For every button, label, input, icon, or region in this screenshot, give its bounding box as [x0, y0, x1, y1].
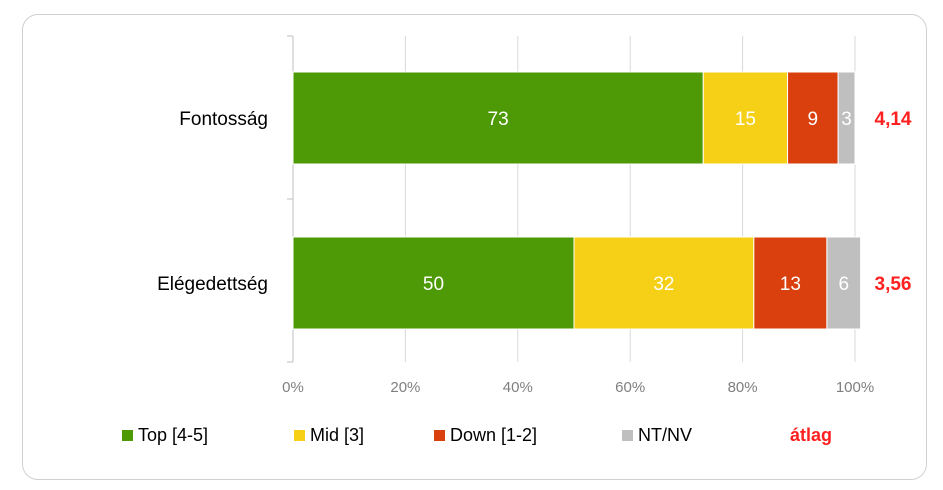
bar-segment: [753, 236, 828, 330]
category-label: Fontosság: [179, 109, 268, 130]
x-tick-label: 40%: [503, 379, 533, 396]
x-tick-label: 60%: [615, 379, 645, 396]
legend-label: Mid [3]: [310, 425, 364, 445]
legend-swatch: [434, 430, 445, 441]
bar-segment: [292, 71, 704, 165]
legend-swatch: [294, 430, 305, 441]
x-tick-label: 0%: [282, 379, 304, 396]
legend-swatch: [122, 430, 133, 441]
bar-segment: [787, 71, 839, 165]
average-label: 4,14: [875, 109, 912, 130]
legend-label: Top [4-5]: [138, 425, 208, 445]
average-label: 3,56: [875, 274, 912, 295]
data-label: 73: [488, 109, 509, 130]
x-tick-label: 20%: [390, 379, 420, 396]
x-tick-label: 100%: [836, 379, 874, 396]
bar-segment: [573, 236, 755, 330]
data-label: 15: [735, 109, 756, 130]
legend-label: NT/NV: [638, 425, 692, 445]
data-label: 13: [780, 274, 801, 295]
legend-swatch: [622, 430, 633, 441]
bar-segment: [826, 236, 862, 330]
bar-segment: [702, 71, 789, 165]
bar-segment: [837, 71, 856, 165]
bar-segment: [292, 236, 575, 330]
data-label: 3: [841, 109, 852, 130]
legend-label-average: átlag: [790, 425, 832, 445]
data-label: 32: [653, 274, 674, 295]
data-label: 9: [808, 109, 819, 130]
category-label: Elégedettség: [157, 274, 268, 295]
x-tick-label: 80%: [728, 379, 758, 396]
data-label: 50: [423, 274, 444, 295]
data-label: 6: [838, 274, 849, 295]
legend-label: Down [1-2]: [450, 425, 537, 445]
